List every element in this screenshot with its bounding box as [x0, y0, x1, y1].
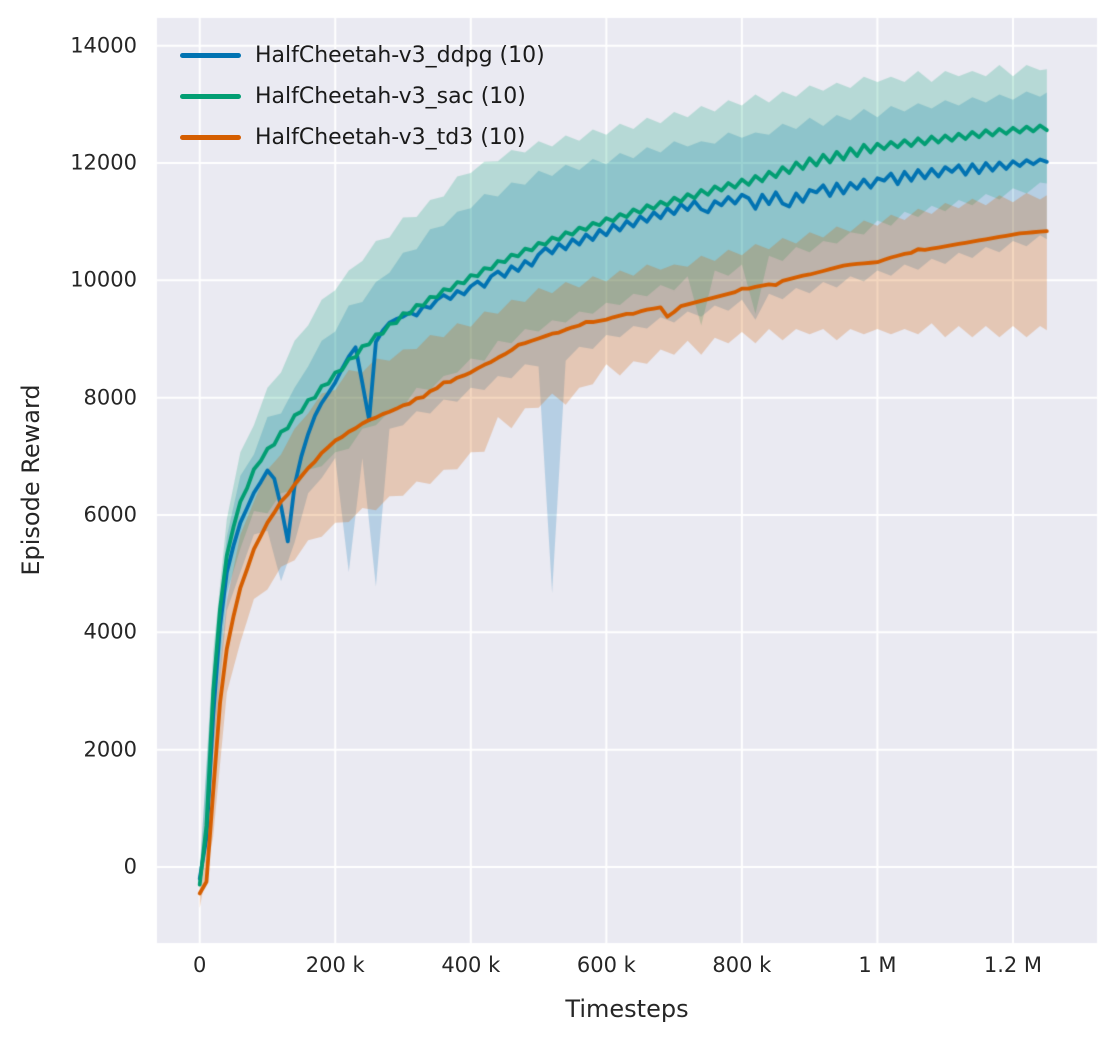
x-tick-label: 200 k: [305, 953, 365, 977]
y-axis-label: Episode Reward: [17, 384, 45, 576]
x-tick-label: 400 k: [441, 953, 501, 977]
legend-line-icon: [180, 53, 241, 58]
y-tick-label: 8000: [83, 385, 137, 410]
legend-item-td3: HalfCheetah-v3_td3 (10): [180, 117, 545, 158]
y-tick-label: 10000: [70, 267, 137, 292]
legend-label: HalfCheetah-v3_td3 (10): [255, 124, 526, 150]
legend-line-icon: [180, 135, 241, 140]
legend-line-icon: [180, 94, 241, 99]
y-tick-label: 12000: [70, 150, 137, 175]
legend-label: HalfCheetah-v3_sac (10): [255, 83, 526, 109]
x-tick-label: 800 k: [712, 953, 772, 977]
y-tick-label: 4000: [83, 619, 137, 644]
legend: HalfCheetah-v3_ddpg (10) HalfCheetah-v3_…: [180, 35, 545, 158]
y-tick-label: 0: [123, 854, 137, 879]
x-tick-label: 1.2 M: [983, 953, 1043, 977]
x-axis-label: Timesteps: [565, 995, 689, 1023]
legend-label: HalfCheetah-v3_ddpg (10): [255, 42, 545, 68]
legend-item-sac: HalfCheetah-v3_sac (10): [180, 76, 545, 117]
x-tick-label: 600 k: [576, 953, 636, 977]
y-tick-label: 6000: [83, 502, 137, 527]
y-tick-label: 14000: [70, 33, 137, 58]
x-tick-label: 0: [193, 953, 207, 977]
y-tick-label: 2000: [83, 737, 137, 762]
x-tick-label: 1 M: [858, 953, 897, 977]
legend-item-ddpg: HalfCheetah-v3_ddpg (10): [180, 35, 545, 76]
